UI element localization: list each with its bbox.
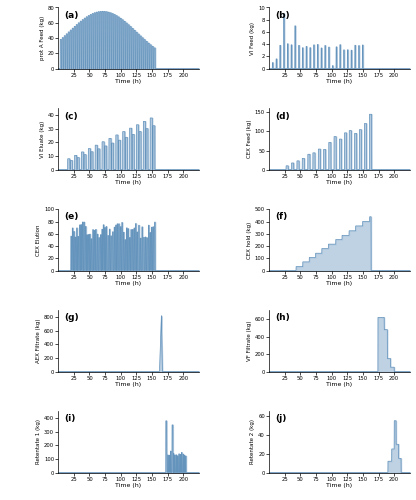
X-axis label: Time (h): Time (h) — [116, 483, 141, 488]
X-axis label: Time (h): Time (h) — [116, 79, 141, 84]
Text: (e): (e) — [64, 212, 78, 222]
Text: (j): (j) — [275, 414, 286, 424]
Text: (h): (h) — [275, 314, 290, 322]
Y-axis label: CEX Elution: CEX Elution — [36, 224, 41, 256]
X-axis label: Time (h): Time (h) — [327, 180, 352, 185]
Text: (d): (d) — [275, 112, 290, 120]
X-axis label: Time (h): Time (h) — [327, 483, 352, 488]
Text: (i): (i) — [64, 414, 75, 424]
Text: (a): (a) — [64, 10, 78, 20]
Text: (b): (b) — [275, 10, 290, 20]
Y-axis label: CEX hold (kg): CEX hold (kg) — [247, 222, 252, 258]
X-axis label: Time (h): Time (h) — [327, 382, 352, 387]
X-axis label: Time (h): Time (h) — [327, 281, 352, 286]
Y-axis label: Retentate 2 (kg): Retentate 2 (kg) — [250, 420, 255, 465]
Text: (c): (c) — [64, 112, 77, 120]
Y-axis label: VI Eluate (kg): VI Eluate (kg) — [40, 120, 45, 158]
Y-axis label: Retentate 1 (kg): Retentate 1 (kg) — [36, 420, 41, 465]
X-axis label: Time (h): Time (h) — [327, 79, 352, 84]
Y-axis label: prot A Feed (kg): prot A Feed (kg) — [40, 16, 45, 60]
Y-axis label: VF Filtrate (kg): VF Filtrate (kg) — [247, 320, 252, 361]
X-axis label: Time (h): Time (h) — [116, 281, 141, 286]
X-axis label: Time (h): Time (h) — [116, 180, 141, 185]
Text: (f): (f) — [275, 212, 287, 222]
Y-axis label: VI Feed (kg): VI Feed (kg) — [250, 22, 255, 54]
Text: (g): (g) — [64, 314, 79, 322]
Y-axis label: CEX Feed (kg): CEX Feed (kg) — [247, 120, 252, 158]
Y-axis label: AEX Filtrate (kg): AEX Filtrate (kg) — [36, 318, 41, 363]
X-axis label: Time (h): Time (h) — [116, 382, 141, 387]
